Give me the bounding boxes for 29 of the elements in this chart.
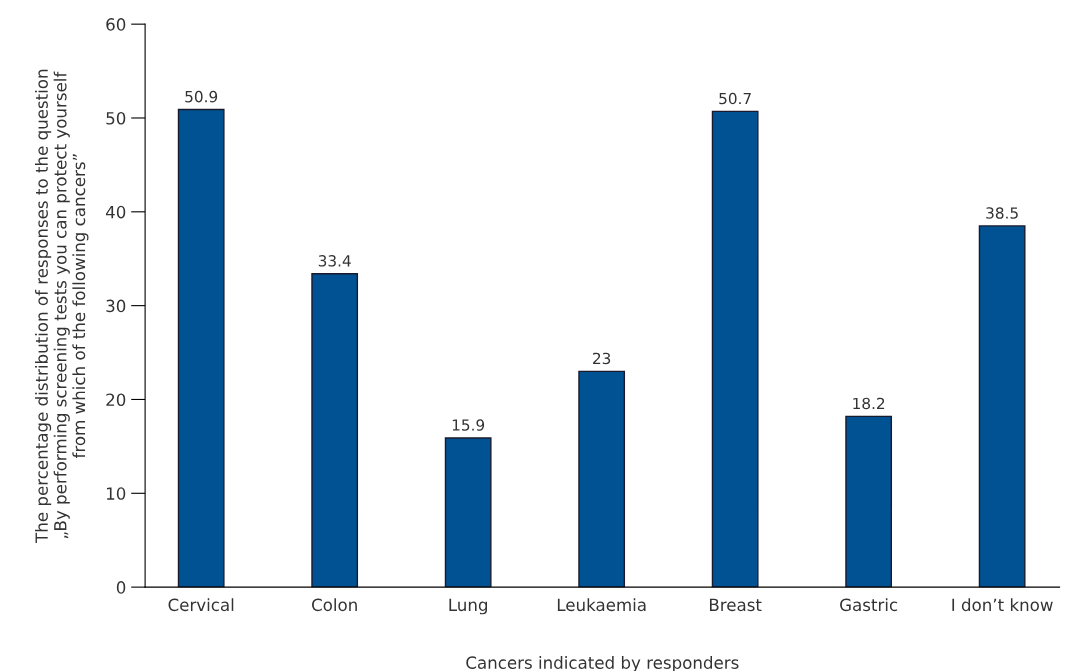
data-label: 38.5 xyxy=(986,207,1018,219)
data-label: 15.9 xyxy=(452,419,485,431)
y-tick-label: 20 xyxy=(106,393,126,407)
y-tick-label: 60 xyxy=(106,18,126,31)
bar xyxy=(444,437,492,588)
y-tick-label: 10 xyxy=(106,487,126,500)
data-label: 33.4 xyxy=(318,255,351,267)
bar xyxy=(711,110,759,588)
y-tick-label: 0 xyxy=(116,581,126,594)
y-tick-label: 40 xyxy=(105,205,126,219)
y-tick-label: 50 xyxy=(106,111,126,125)
bar xyxy=(978,225,1026,588)
bar xyxy=(311,273,359,588)
x-tick-label: Colon xyxy=(311,598,357,612)
data-label: 23 xyxy=(593,352,611,365)
y-tick-label: 30 xyxy=(106,299,126,313)
x-tick-label: Gastric xyxy=(840,598,898,612)
y-axis-title: The percentage distribution of responses to the question „By performing screening tests you can protect yourself from which of the following cancers” xyxy=(35,69,89,543)
bar xyxy=(578,370,626,588)
data-label: 50.7 xyxy=(719,92,751,105)
x-tick-label: I don’t know xyxy=(952,598,1053,612)
bar xyxy=(845,415,893,588)
data-label: 18.2 xyxy=(853,397,885,410)
data-label: 50.9 xyxy=(185,90,218,103)
x-tick-label: Leukaemia xyxy=(557,598,646,612)
x-tick-label: Breast xyxy=(709,598,762,612)
bar xyxy=(177,108,225,588)
x-tick-label: Cervical xyxy=(168,598,234,612)
x-tick-label: Lung xyxy=(449,598,487,615)
